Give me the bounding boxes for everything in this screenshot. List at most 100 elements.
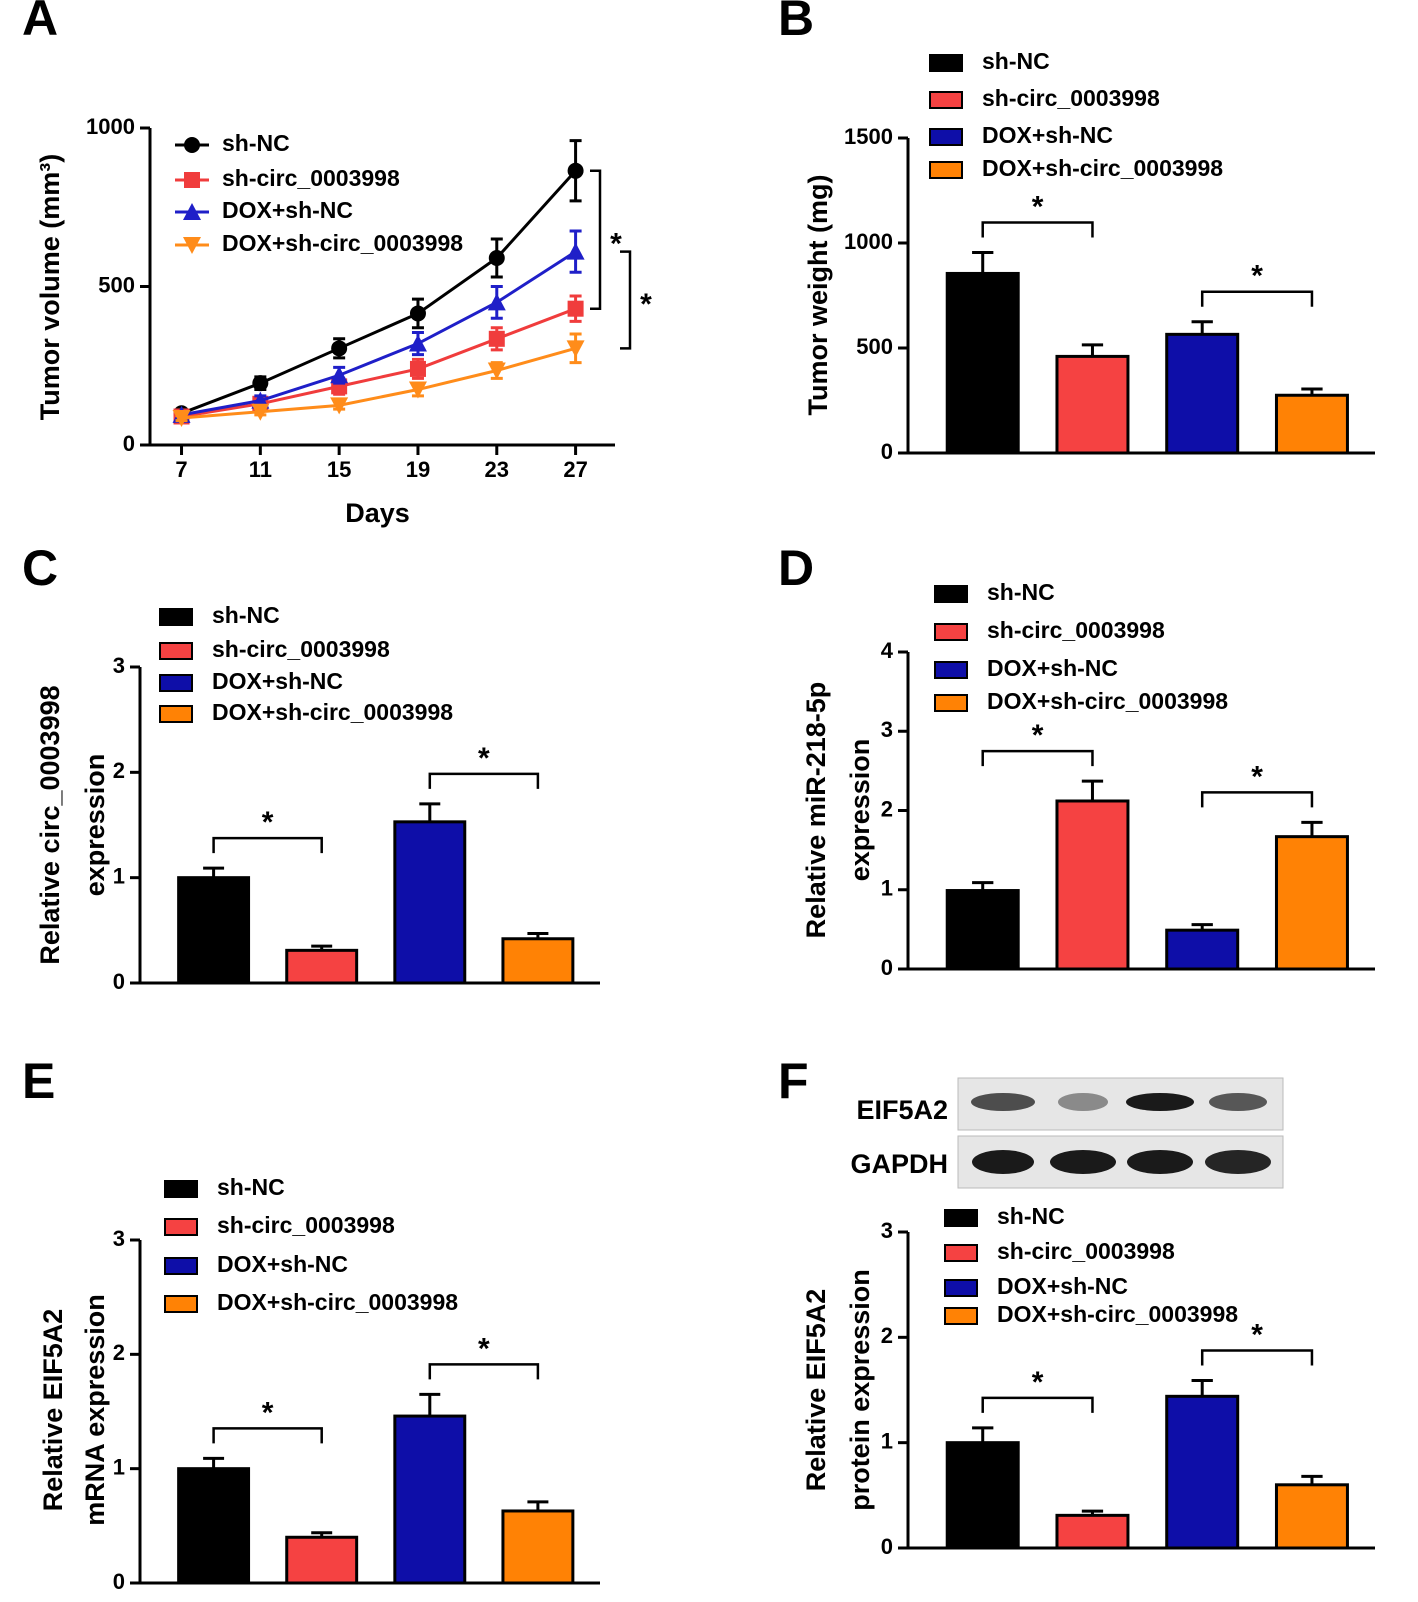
bar <box>1274 393 1349 455</box>
legend-swatch <box>929 161 963 179</box>
legend-swatch <box>164 1295 198 1313</box>
y-tick-label: 0 <box>113 1569 125 1594</box>
y-tick-label: 0 <box>123 431 135 456</box>
panel-letter: B <box>778 0 814 46</box>
y-tick-label: 500 <box>98 272 135 297</box>
bar <box>501 937 575 985</box>
error-bar <box>1191 1379 1213 1397</box>
legend-label: DOX+sh-circ_0003998 <box>212 699 453 725</box>
significance-label: * <box>1032 719 1044 752</box>
y-axis-label: expression <box>80 754 110 897</box>
blot-band <box>1058 1093 1108 1111</box>
y-tick-label: 2 <box>881 796 893 821</box>
blot-label: GAPDH <box>850 1149 948 1179</box>
significance-bracket <box>620 250 632 350</box>
point <box>252 375 269 392</box>
x-tick-label: 27 <box>563 457 587 482</box>
bar <box>1165 1394 1240 1550</box>
legend-marker <box>183 237 201 254</box>
significance-bracket <box>212 836 323 854</box>
bar <box>393 1414 467 1585</box>
legend-swatch <box>944 1209 978 1227</box>
legend-swatch <box>159 705 193 723</box>
point <box>408 381 427 399</box>
panel-letter: D <box>778 540 814 596</box>
y-tick-label: 3 <box>881 1218 893 1243</box>
point <box>567 162 584 179</box>
significance-bracket <box>981 221 1094 238</box>
error-bar <box>527 1500 549 1511</box>
x-tick-label: 7 <box>175 457 187 482</box>
significance-label: * <box>1251 260 1263 293</box>
significance-bracket <box>981 749 1094 767</box>
significance-bracket <box>428 1363 540 1380</box>
blot-band <box>971 1093 1035 1111</box>
x-tick-label: 23 <box>485 457 509 482</box>
legend-label: sh-NC <box>217 1174 285 1200</box>
series-line <box>181 307 577 418</box>
legend-label: sh-NC <box>997 1203 1065 1229</box>
legend-label: DOX+sh-circ_0003998 <box>222 230 463 256</box>
y-tick-label: 1 <box>881 1428 893 1453</box>
bar <box>501 1509 575 1585</box>
point <box>409 360 426 377</box>
panel-letter: C <box>22 540 58 596</box>
error-bar <box>203 866 225 878</box>
legend-label: sh-NC <box>982 48 1050 74</box>
legend-label: DOX+sh-NC <box>982 122 1113 148</box>
point <box>487 362 506 380</box>
legend-label: DOX+sh-circ_0003998 <box>987 688 1228 714</box>
bar <box>945 889 1020 971</box>
bar <box>1055 354 1130 455</box>
bar <box>393 820 467 985</box>
legend-label: DOX+sh-NC <box>212 668 343 694</box>
y-tick-label: 4 <box>881 638 894 663</box>
error-bar <box>1081 343 1104 357</box>
significance-label: * <box>640 288 652 321</box>
bar <box>945 1441 1020 1550</box>
legend-label: DOX+sh-circ_0003998 <box>217 1289 458 1315</box>
panel-letter: E <box>22 1053 55 1109</box>
y-tick-label: 1 <box>113 1454 125 1479</box>
blot-band <box>1205 1150 1271 1174</box>
y-axis-label: Tumor weight (mg) <box>803 175 833 416</box>
legend-marker <box>184 137 200 153</box>
blot-band <box>1050 1150 1116 1174</box>
legend-swatch <box>944 1279 978 1297</box>
point <box>331 340 348 357</box>
series-line <box>181 346 576 420</box>
significance-label: * <box>478 1332 490 1365</box>
legend-label: sh-NC <box>222 130 290 156</box>
point <box>330 397 349 415</box>
point <box>408 334 427 352</box>
bar <box>285 1535 359 1585</box>
bar <box>945 271 1020 455</box>
legend-swatch <box>934 585 968 603</box>
legend-swatch <box>159 608 193 626</box>
legend-swatch <box>929 91 963 109</box>
legend-label: DOX+sh-circ_0003998 <box>982 155 1223 181</box>
point <box>566 340 585 358</box>
y-tick-label: 0 <box>881 955 893 980</box>
legend-swatch <box>929 54 963 72</box>
legend-swatch <box>164 1218 198 1236</box>
y-tick-label: 1 <box>113 863 125 888</box>
legend-swatch <box>944 1244 978 1262</box>
legend-swatch <box>934 623 968 641</box>
bar <box>177 876 251 985</box>
point <box>488 249 505 266</box>
series-line <box>181 250 577 417</box>
legend-label: DOX+sh-NC <box>997 1273 1128 1299</box>
significance-label: * <box>1251 1318 1263 1351</box>
y-axis-label: Relative EIF5A2 <box>38 1309 68 1512</box>
y-axis-label: Tumor volume (mm³) <box>35 154 65 421</box>
significance-label: * <box>262 1396 274 1429</box>
legend-label: sh-circ_0003998 <box>217 1212 395 1238</box>
point <box>251 403 270 421</box>
legend-label: sh-circ_0003998 <box>997 1238 1175 1264</box>
y-tick-label: 1000 <box>86 114 135 139</box>
significance-label: * <box>478 742 490 775</box>
legend-swatch <box>159 642 193 660</box>
x-tick-label: 19 <box>406 457 430 482</box>
